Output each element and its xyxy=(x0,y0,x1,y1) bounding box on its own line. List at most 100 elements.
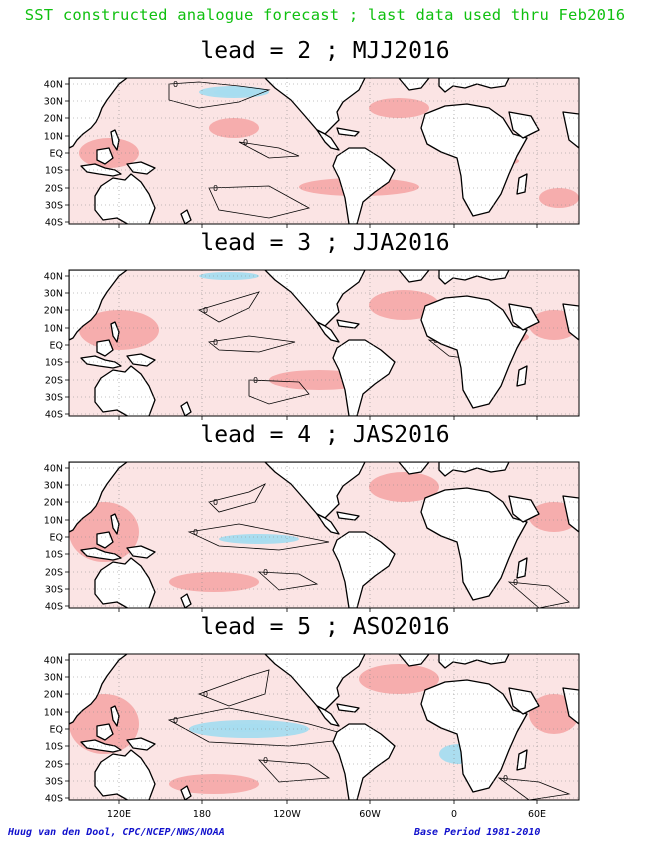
lat-label: 10S xyxy=(45,166,63,177)
zero-contour xyxy=(497,777,571,800)
lat-label: 40N xyxy=(44,80,63,91)
map-frame xyxy=(68,461,580,609)
contour-label: 0 xyxy=(203,690,208,699)
lat-label: 20S xyxy=(45,184,63,195)
landmass-samerica xyxy=(332,531,396,608)
lat-label: 30S xyxy=(45,585,63,596)
warm-anomaly xyxy=(69,502,139,562)
landmass-camerica xyxy=(316,705,340,727)
landmass-camerica xyxy=(316,321,340,343)
landmass-nz xyxy=(180,785,192,800)
lat-label: 20N xyxy=(44,114,63,125)
lat-label: 20N xyxy=(44,498,63,509)
sst-map-lead-4: 0 0 0 0 40N 30N 20N 10N EQ 10S 20S 30S 40S xyxy=(44,461,580,613)
landmass-asia xyxy=(69,654,128,725)
lon-label: 120E xyxy=(107,809,131,820)
lat-label: 20N xyxy=(44,690,63,701)
landmass-europe xyxy=(438,462,510,477)
lat-label: 20S xyxy=(45,760,63,771)
map-panel-lead-5: 0 0 0 0 40N 30N 20N 10N EQ 10S 20S 30S 40S 120E 180 120… xyxy=(0,650,650,824)
zero-contour xyxy=(208,483,266,513)
lat-label: 30N xyxy=(44,673,63,684)
landmass-newguinea xyxy=(126,737,156,751)
lat-label: 30S xyxy=(45,201,63,212)
warm-anomaly xyxy=(369,472,439,502)
cool-anomaly xyxy=(214,89,254,96)
lon-label: 180 xyxy=(193,809,211,820)
sst-map-lead-2: 0 0 0 40N 30N 20N 10N EQ 10S 20S 30S 40S xyxy=(44,77,580,229)
landmass-arabia xyxy=(508,687,540,715)
landmass-africa xyxy=(420,487,528,601)
lat-label: 10S xyxy=(45,550,63,561)
contour-label: 0 xyxy=(253,376,258,385)
landmass-africa xyxy=(420,679,528,793)
lat-label: 20N xyxy=(44,306,63,317)
zero-contour xyxy=(257,571,319,591)
lat-label: 30N xyxy=(44,481,63,492)
map-panel-lead-4: 0 0 0 0 40N 30N 20N 10N EQ 10S 20S 30S 40S xyxy=(0,458,650,622)
warm-anomaly xyxy=(539,188,579,208)
landmass-samerica xyxy=(332,339,396,416)
warm-anomaly xyxy=(369,98,429,118)
warm-anomaly xyxy=(169,774,259,794)
lon-label: 60W xyxy=(359,809,381,820)
landmass-cuba xyxy=(336,319,360,329)
warm-anomaly xyxy=(169,572,259,592)
landmass-asia xyxy=(69,462,128,533)
lat-label: EQ xyxy=(50,341,63,352)
landmass-philippines xyxy=(110,321,120,343)
lat-label: 30N xyxy=(44,289,63,300)
footer-base-period: Base Period 1981-2010 xyxy=(414,827,541,838)
landmass-australia xyxy=(94,557,156,608)
map-frame xyxy=(68,653,580,801)
lon-label: 120W xyxy=(273,809,301,820)
zero-contour xyxy=(248,379,310,405)
landmass-borneo xyxy=(96,531,114,549)
contour-label: 0 xyxy=(263,568,268,577)
landmass-cuba xyxy=(336,127,360,137)
figure-title: SST constructed analogue forecast ; last… xyxy=(24,6,626,24)
landmass-africa xyxy=(420,295,528,409)
landmass-arabia xyxy=(508,303,540,331)
lat-label: 40S xyxy=(45,602,63,613)
landmass-newguinea xyxy=(126,353,156,367)
contour-label: 0 xyxy=(173,80,178,89)
landmass-cuba xyxy=(336,511,360,521)
landmass-namerica xyxy=(264,654,366,711)
panel-title-lead-3: lead = 3 ; JJA2016 xyxy=(200,230,450,256)
landmass-namerica xyxy=(264,78,366,135)
lat-label: 30N xyxy=(44,97,63,108)
landmass-nz xyxy=(180,401,192,416)
contour-label: 0 xyxy=(243,138,248,147)
landmass-india xyxy=(562,111,579,149)
landmass-borneo xyxy=(96,147,114,165)
lat-label: 40N xyxy=(44,272,63,283)
landmass-europe xyxy=(438,78,510,93)
lat-label: EQ xyxy=(50,533,63,544)
panel-title-lead-2: lead = 2 ; MJJ2016 xyxy=(200,38,450,64)
landmass-madagascar xyxy=(516,557,528,579)
lon-label: 0 xyxy=(451,809,457,820)
landmass-borneo xyxy=(96,723,114,741)
lat-label: 20S xyxy=(45,376,63,387)
landmass-philippines xyxy=(110,705,120,727)
landmass-samerica xyxy=(332,147,396,224)
contour-label: 0 xyxy=(193,528,198,537)
landmass-asia xyxy=(69,270,128,341)
landmass-nz xyxy=(180,209,192,224)
landmass-namerica xyxy=(264,462,366,519)
lat-label: 40S xyxy=(45,794,63,805)
contour-label: 0 xyxy=(213,338,218,347)
zero-contour xyxy=(208,335,296,353)
contour-label: 0 xyxy=(173,716,178,725)
landmass-cuba xyxy=(336,703,360,713)
lat-label: 10N xyxy=(44,324,63,335)
contour-label: 0 xyxy=(213,498,218,507)
lon-label: 60E xyxy=(528,809,546,820)
lat-label: 40N xyxy=(44,464,63,475)
warm-anomaly xyxy=(369,290,439,320)
lat-label: 10N xyxy=(44,708,63,719)
map-frame xyxy=(68,269,580,417)
